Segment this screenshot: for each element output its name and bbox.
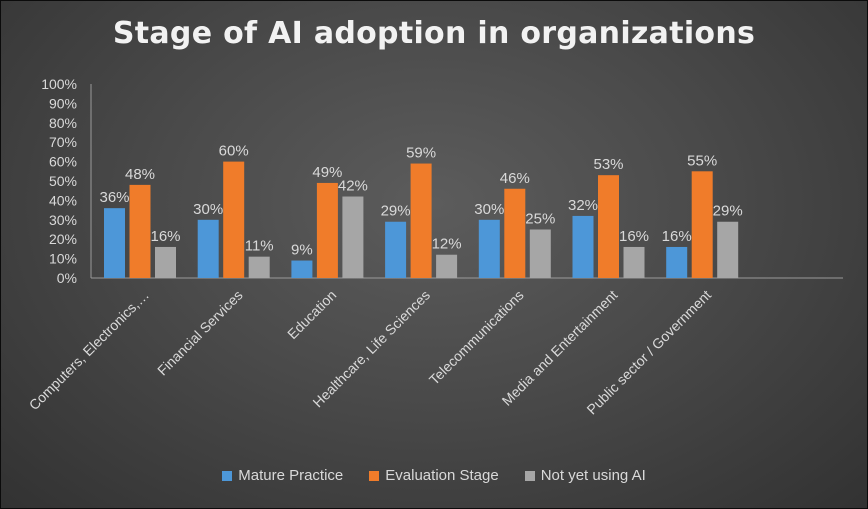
legend-swatch xyxy=(524,470,535,481)
data-label: 16% xyxy=(662,228,692,245)
data-label: 16% xyxy=(619,228,649,245)
y-tick-label: 50% xyxy=(49,173,77,189)
bar xyxy=(504,188,526,278)
data-label: 59% xyxy=(406,145,436,162)
y-tick-label: 100% xyxy=(41,76,77,92)
bar xyxy=(623,246,645,278)
bar xyxy=(666,246,688,278)
bar xyxy=(717,221,739,278)
bar xyxy=(316,182,338,278)
bar xyxy=(197,219,219,278)
legend-label: Evaluation Stage xyxy=(385,467,499,484)
data-label: 36% xyxy=(99,189,129,206)
y-tick-label: 0% xyxy=(57,270,77,286)
data-label: 49% xyxy=(312,164,342,181)
data-label: 25% xyxy=(525,211,555,228)
y-tick-label: 40% xyxy=(49,192,77,208)
y-tick-label: 10% xyxy=(49,251,77,267)
bar xyxy=(291,260,313,278)
data-label: 29% xyxy=(381,203,411,220)
category-label: Education xyxy=(284,287,339,342)
data-label: 9% xyxy=(291,242,313,259)
bar xyxy=(155,246,176,278)
bar xyxy=(436,254,458,278)
data-label: 30% xyxy=(193,201,223,218)
data-label: 11% xyxy=(245,238,274,255)
data-label: 46% xyxy=(500,170,530,187)
bar xyxy=(104,208,125,278)
bar xyxy=(529,229,551,278)
data-label: 53% xyxy=(593,156,623,173)
bar xyxy=(410,163,432,278)
category-label: Telecommunications xyxy=(426,287,527,388)
legend-label: Not yet using AI xyxy=(540,467,646,484)
y-tick-label: 80% xyxy=(49,115,77,131)
legend-label: Mature Practice xyxy=(238,467,344,484)
legend-item: Evaluation Stage xyxy=(369,467,499,484)
bar xyxy=(223,161,245,278)
bar xyxy=(248,256,270,278)
category-label: Financial Services xyxy=(154,287,246,379)
y-tick-label: 60% xyxy=(49,154,77,170)
bar xyxy=(572,215,594,278)
category-label: Computers, Electronics,… xyxy=(26,287,152,413)
data-label: 55% xyxy=(687,152,717,169)
data-label: 16% xyxy=(150,228,180,245)
data-label: 32% xyxy=(568,197,598,214)
bar xyxy=(342,196,364,278)
bar xyxy=(478,219,500,278)
y-tick-label: 20% xyxy=(49,231,77,247)
legend-item: Not yet using AI xyxy=(524,467,646,484)
legend-item: Mature Practice xyxy=(222,467,343,484)
bar xyxy=(385,221,407,278)
data-label: 30% xyxy=(474,201,504,218)
chart-title: Stage of AI adoption in organizations xyxy=(112,16,756,51)
legend: Mature Practice Evaluation Stage Not yet u… xyxy=(0,467,868,484)
data-label: 48% xyxy=(125,166,155,183)
data-label: 29% xyxy=(713,203,743,220)
y-tick-label: 90% xyxy=(49,95,77,111)
bar xyxy=(598,175,619,278)
bar xyxy=(129,184,151,278)
data-label: 60% xyxy=(219,143,249,160)
y-tick-label: 70% xyxy=(49,134,77,150)
y-tick-label: 30% xyxy=(49,212,77,228)
legend-swatch xyxy=(369,470,380,481)
data-label: 12% xyxy=(432,236,462,253)
bar xyxy=(691,171,713,278)
data-label: 42% xyxy=(338,178,368,195)
legend-swatch xyxy=(222,470,233,481)
